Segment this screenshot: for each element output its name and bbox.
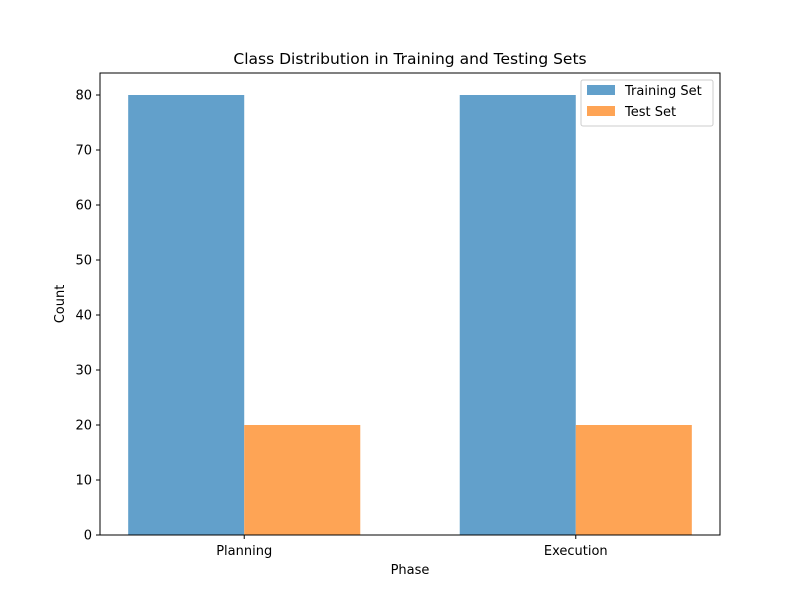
chart-title: Class Distribution in Training and Testi…: [233, 50, 586, 68]
legend-label-training-set: Training Set: [624, 84, 702, 99]
legend-label-test-set: Test Set: [624, 105, 676, 120]
x-axis-label: Phase: [391, 563, 430, 578]
bar-training-set-execution: [459, 95, 576, 535]
x-tick-label-planning: Planning: [216, 544, 272, 559]
y-tick-label: 50: [75, 254, 92, 269]
y-tick-label: 10: [75, 474, 92, 489]
bars-layer: [128, 95, 692, 535]
bar-test-set-planning: [244, 425, 361, 535]
x-axis: Planning Execution: [216, 535, 608, 559]
y-tick-label: 80: [75, 89, 92, 104]
y-tick-label: 70: [75, 144, 92, 159]
y-tick-label: 40: [75, 309, 92, 324]
legend-swatch-test-set: [587, 106, 615, 116]
bar-test-set-execution: [575, 425, 692, 535]
y-tick-label: 20: [75, 419, 92, 434]
y-axis-label: Count: [53, 285, 68, 324]
y-tick-label: 30: [75, 364, 92, 379]
y-axis: 0 10 20 30 40 50 60 70 80: [75, 89, 100, 544]
x-tick-label-execution: Execution: [544, 544, 608, 559]
plot-frame: [99, 72, 721, 536]
legend: Training Set Test Set: [580, 79, 714, 127]
y-tick-label: 60: [75, 199, 92, 214]
bar-training-set-planning: [128, 95, 245, 535]
y-tick-label: 0: [84, 529, 92, 544]
legend-swatch-training-set: [587, 85, 615, 95]
